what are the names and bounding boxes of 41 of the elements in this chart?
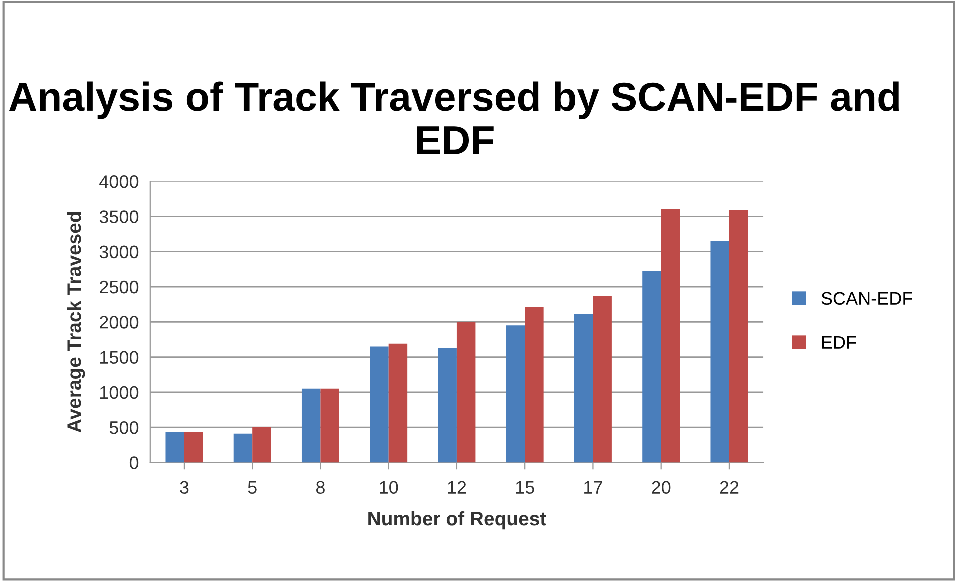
x-tick-label: 3 <box>180 481 189 494</box>
y-tick-label: 500 <box>110 421 139 434</box>
x-tick-label: 17 <box>584 481 602 494</box>
bar <box>388 344 408 463</box>
y-tick-label: 2000 <box>100 316 139 329</box>
legend-label: SCAN-EDF <box>822 292 912 306</box>
bar <box>320 388 340 463</box>
legend-label: EDF <box>822 336 856 349</box>
y-tick-label: 3500 <box>100 210 139 224</box>
bar <box>729 210 748 463</box>
y-tick-label: 1000 <box>100 386 139 400</box>
bar <box>234 434 253 463</box>
y-tick-label: 2500 <box>100 280 139 294</box>
bar <box>525 307 544 463</box>
bar <box>456 322 476 463</box>
x-tick-label: 12 <box>448 481 466 494</box>
chart-title: Analysis of Track Traversed by SCAN-EDF and EDF <box>10 82 899 154</box>
bar <box>642 272 662 463</box>
y-axis-title: Average Track Travesed <box>67 212 86 433</box>
bar <box>166 432 184 463</box>
y-tick-label: 3000 <box>100 246 139 259</box>
bar <box>370 346 389 463</box>
x-tick-label: 15 <box>516 481 534 494</box>
bar <box>252 428 272 463</box>
y-tick-label: 1500 <box>100 351 139 364</box>
bar <box>302 388 321 463</box>
bar <box>661 208 680 463</box>
x-tick-label: 20 <box>652 481 671 494</box>
x-tick-label: 10 <box>380 481 398 494</box>
x-axis-title: Number of Request <box>368 511 546 530</box>
x-tick-label: 5 <box>248 481 257 494</box>
bar <box>438 348 457 463</box>
bar <box>710 241 730 463</box>
bar <box>574 314 594 463</box>
x-tick-label: 22 <box>720 481 739 494</box>
bar <box>506 326 526 463</box>
x-tick-label: 8 <box>316 481 325 494</box>
bar <box>593 296 612 463</box>
bar <box>184 432 204 463</box>
y-tick-label: 4000 <box>100 176 139 188</box>
y-tick-label: 0 <box>130 456 139 470</box>
